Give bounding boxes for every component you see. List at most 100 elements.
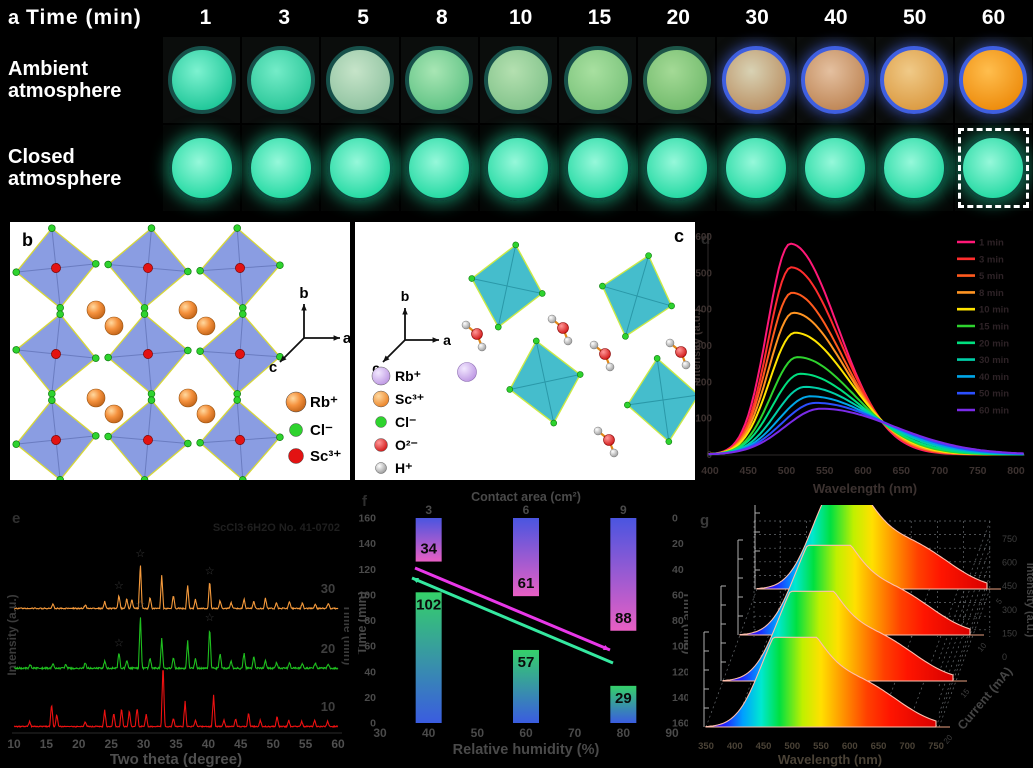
axis-b-label: b	[299, 285, 308, 302]
x-tick: 25	[105, 737, 119, 751]
right-tick: 140	[672, 692, 688, 704]
top-tick: 6	[523, 503, 530, 517]
time-tick: 15	[587, 6, 612, 29]
x-axis-label: Wavelength (nm)	[778, 752, 882, 767]
time-tick: 60	[981, 6, 1006, 29]
sample-photo-ambient-8min	[405, 46, 474, 114]
left-tick: 120	[358, 564, 376, 576]
axis-c-label: c	[269, 359, 277, 376]
right-tick: 60	[672, 589, 684, 601]
time-tick: 3	[278, 6, 291, 29]
trace-time-label: 30	[321, 581, 335, 596]
star-marker: ☆	[205, 612, 215, 624]
sample-photo-closed-40min	[802, 135, 869, 201]
z-tick: 750	[1002, 534, 1017, 544]
legend-label: 8 min	[979, 288, 1004, 299]
x-axis-label: Two theta (degree)	[110, 751, 242, 768]
sample-photo-closed-1min	[168, 135, 235, 201]
depth-tick: 5	[994, 596, 1004, 606]
octahedron	[104, 310, 192, 398]
emission-curve-60-min	[708, 407, 1024, 456]
y-tick: 100	[695, 414, 712, 425]
legend-label: Sc³⁺	[395, 391, 424, 407]
water-cluster	[593, 426, 619, 458]
panel-photo-timeline: a Time (min) 1 3 5 8 10 15 20 30 40 50 60 Ambient …	[0, 0, 1033, 216]
sample-photo-ambient-60min	[959, 46, 1028, 114]
x-tick: 40	[202, 737, 216, 751]
sample-photo-closed-5min	[326, 135, 393, 201]
ridge-axis	[720, 585, 726, 681]
legend-swatch	[372, 390, 390, 408]
legend-swatch	[375, 416, 387, 428]
legend-label: 15 min	[979, 322, 1009, 333]
panel-letter-f: f	[362, 493, 368, 510]
x-tick: 400	[701, 465, 719, 477]
y-axis-label: Intensity (a.u.)	[695, 308, 703, 383]
x-tick: 550	[813, 741, 829, 752]
octahedron	[196, 310, 284, 398]
y-tick: 300	[695, 341, 712, 352]
z-tick: 150	[1002, 628, 1017, 638]
sample-photo-ambient-15min	[563, 46, 632, 114]
octahedron	[506, 337, 584, 427]
x-tick: 15	[40, 737, 54, 751]
legend-label: Sc³⁺	[310, 448, 341, 465]
sample-photo-ambient-30min	[721, 46, 790, 114]
sample-photo-ambient-50min	[880, 46, 949, 114]
closed-sample-cell	[321, 125, 399, 211]
left-tick: 20	[364, 692, 376, 704]
ambient-sample-cell	[163, 37, 241, 123]
rb-sphere	[178, 300, 198, 320]
closed-sample-cell	[163, 125, 241, 211]
time-tick: 30	[745, 6, 769, 29]
bar-value: 61	[518, 575, 535, 592]
legend-swatch	[371, 366, 391, 386]
xrd-trace-10min	[13, 670, 339, 729]
humidity-bar-chart: f Contact area (cm²) 3 6 9 34 61 88 102 57 29 0 20 40…	[358, 490, 688, 758]
panel-humidity-bar-chart: f Contact area (cm²) 3 6 9 34 61 88 102 57 29 0 20 40…	[358, 490, 688, 768]
y-tick: 400	[695, 305, 712, 316]
x-tick: 400	[727, 741, 743, 752]
x-tick: 20	[72, 737, 86, 751]
panel-emission-spectra: d 600 500 400 300 200 100 0 400 450 500 550 600 650 70…	[695, 228, 1033, 510]
sample-photo-ambient-3min	[246, 46, 315, 114]
ambient-sample-cell	[638, 37, 716, 123]
left-tick: 140	[358, 538, 376, 550]
sample-photo-ambient-20min	[642, 46, 711, 114]
bottom-tick: 30	[373, 726, 387, 740]
panel-3d-waterfall-spectra: g 5 10 15 20 350 400 450 500 550 600 650 700 750 Wavel…	[690, 505, 1033, 768]
y-tick: 500	[695, 268, 712, 279]
x-tick: 35	[169, 737, 183, 751]
panel-crystal-structure-hydrated: c b a c Rb⁺ Sc³⁺ Cl⁻ O²⁻ H⁺	[355, 222, 695, 480]
y-tick: 600	[695, 232, 712, 243]
right-tick: 120	[672, 666, 688, 678]
octahedron	[196, 224, 284, 312]
panel-letter-g: g	[700, 512, 709, 529]
rb-sphere	[457, 362, 477, 382]
panel-letter-d: d	[701, 231, 710, 248]
time-tick: 20	[666, 6, 690, 29]
ridge-axis	[737, 539, 743, 635]
closed-sample-cell	[400, 125, 478, 211]
octahedron	[104, 396, 192, 480]
bottom-tick: 50	[471, 726, 485, 740]
panel-crystal-structure-anhydrous: b b a c Rb⁺ Cl⁻ Sc³⁺	[10, 222, 350, 480]
sample-photo-closed-15min	[564, 135, 631, 201]
xrd-trace-20min	[13, 617, 339, 671]
bottom-tick: 70	[568, 726, 582, 740]
legend-label: 3 min	[979, 254, 1004, 265]
axis-a-label: a	[443, 332, 451, 348]
bottom-tick: 90	[665, 726, 679, 740]
right-tick: 0	[672, 513, 678, 525]
closed-sample-cell	[479, 125, 557, 211]
sample-photo-closed-8min	[406, 135, 473, 201]
rb-sphere	[104, 404, 124, 424]
star-marker: ☆	[135, 599, 145, 611]
rb-sphere	[196, 316, 216, 336]
trace-time-label: 10	[321, 699, 335, 714]
closed-row-label: Closed atmosphere	[8, 146, 122, 190]
x-tick: 550	[816, 465, 834, 477]
ambient-sample-cell	[400, 37, 478, 123]
closed-sample-cell	[558, 125, 637, 211]
